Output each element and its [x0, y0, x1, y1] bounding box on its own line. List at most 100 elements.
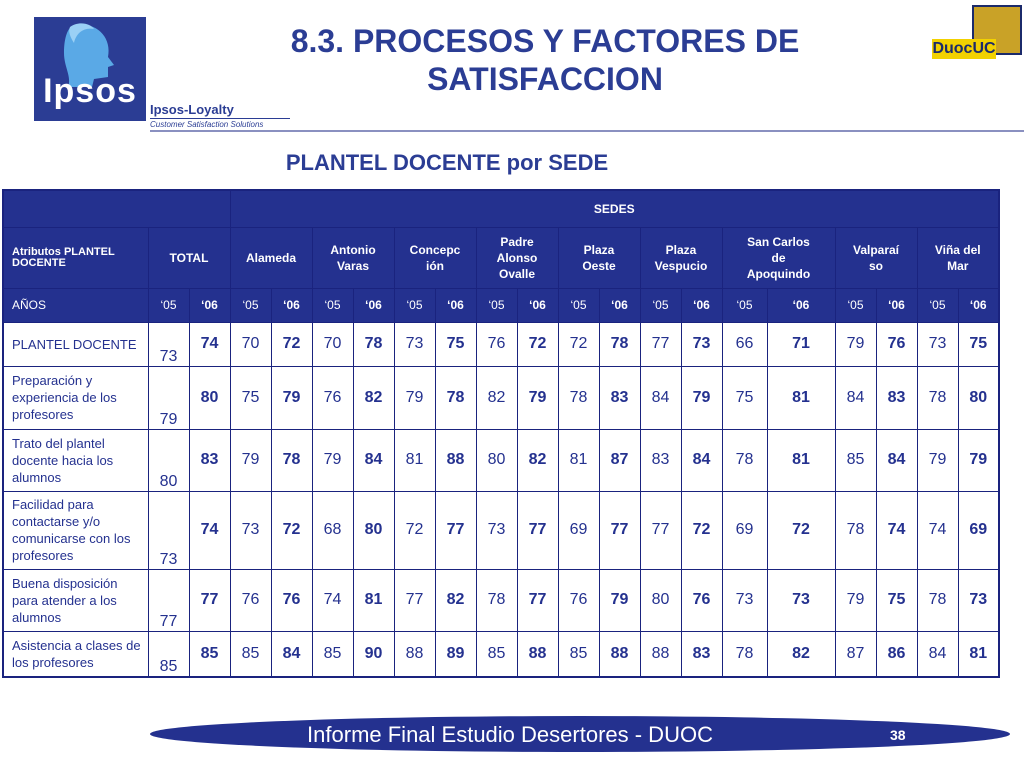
page-title: 8.3. PROCESOS Y FACTORES DE SATISFACCION [250, 22, 840, 98]
anos-header: AÑOS [2, 287, 149, 323]
value-cell-05: 66 [721, 321, 768, 367]
value-cell-05: 76 [229, 568, 272, 632]
row-label: PLANTEL DOCENTE [2, 321, 149, 367]
value-cell-05: 70 [229, 321, 272, 367]
value-cell-05: 73 [721, 568, 768, 632]
value-cell-06: 79 [598, 568, 641, 632]
value-cell-06: 87 [598, 428, 641, 492]
duoc-logo: DuocUC [932, 5, 1022, 60]
sede-header-line: so [868, 258, 883, 273]
sede-header-line: Varas [336, 258, 370, 273]
value-cell-05: 85 [557, 630, 600, 678]
value-cell-06: 69 [957, 490, 1000, 570]
table-row: Asistencia a clases de los profesores 85 8… [2, 630, 1000, 678]
value-cell-06: 77 [598, 490, 641, 570]
sede-header-line: Plaza [665, 242, 697, 257]
header-row-years: AÑOS ‘05 ‘06 ‘05 ‘06 ‘05 ‘06 ‘05 ‘06 ‘05 ‘06 ‘05 ‘0… [2, 287, 1000, 323]
sede-header: Alameda [229, 226, 313, 289]
value-cell-05: 77 [147, 568, 190, 632]
year-06-header: ‘06 [957, 287, 1000, 323]
value-cell-05: 77 [393, 568, 436, 632]
table-row: Buena disposición para atender a los alu… [2, 568, 1000, 632]
value-cell-06: 88 [516, 630, 559, 678]
footer-text: Informe Final Estudio Desertores - DUOC [307, 722, 713, 747]
value-cell-05: 73 [229, 490, 272, 570]
logo-divider [150, 118, 290, 119]
value-cell-05: 85 [311, 630, 354, 678]
year-06-header: ‘06 [188, 287, 231, 323]
value-cell-05: 78 [834, 490, 877, 570]
value-cell-05: 80 [639, 568, 682, 632]
value-cell-05: 81 [557, 428, 600, 492]
year-06-header: ‘06 [516, 287, 559, 323]
value-cell-05: 78 [557, 365, 600, 430]
sedes-header: SEDES [229, 189, 1000, 228]
value-cell-06: 78 [598, 321, 641, 367]
value-cell-06: 73 [680, 321, 723, 367]
value-cell-06: 79 [680, 365, 723, 430]
year-06-header: ‘06 [434, 287, 477, 323]
value-cell-06: 76 [875, 321, 918, 367]
value-cell-06: 75 [434, 321, 477, 367]
duoc-word: DuocUC [932, 39, 996, 59]
value-cell-06: 88 [598, 630, 641, 678]
value-cell-06: 77 [516, 490, 559, 570]
value-cell-06: 73 [766, 568, 836, 632]
sede-header-line: Alonso [496, 250, 538, 265]
year-06-header: ‘06 [352, 287, 395, 323]
value-cell-05: 75 [229, 365, 272, 430]
value-cell-05: 73 [147, 321, 190, 367]
row-label: Buena disposición para atender a los alu… [2, 568, 149, 632]
header-divider [150, 130, 1024, 132]
table-row: Trato del plantel docente hacia los alum… [2, 428, 1000, 492]
value-cell-06: 86 [875, 630, 918, 678]
value-cell-05: 76 [311, 365, 354, 430]
sede-header-line: Padre [500, 234, 534, 249]
value-cell-06: 72 [270, 321, 313, 367]
value-cell-06: 75 [957, 321, 1000, 367]
value-cell-05: 78 [916, 365, 959, 430]
sede-header: Plaza Vespucio [639, 226, 723, 289]
sede-header-line: Vespucio [654, 258, 708, 273]
header-row-names: Atributos PLANTEL DOCENTE TOTAL Alameda A… [2, 226, 1000, 289]
table-row: Preparación y experiencia de los profeso… [2, 365, 1000, 430]
page-number: 38 [890, 727, 906, 743]
value-cell-05: 79 [834, 568, 877, 632]
value-cell-06: 84 [352, 428, 395, 492]
value-cell-05: 69 [721, 490, 768, 570]
value-cell-06: 89 [434, 630, 477, 678]
table-row: Facilidad para contactarse y/o comunicar… [2, 490, 1000, 570]
row-label: Facilidad para contactarse y/o comunicar… [2, 490, 149, 570]
year-05-header: ‘05 [721, 287, 768, 323]
value-cell-05: 78 [475, 568, 518, 632]
profile-head-icon [64, 23, 114, 87]
sede-header: Viña del Mar [916, 226, 1000, 289]
value-cell-06: 82 [434, 568, 477, 632]
value-cell-05: 78 [721, 428, 768, 492]
value-cell-05: 80 [475, 428, 518, 492]
value-cell-06: 80 [352, 490, 395, 570]
value-cell-05: 74 [916, 490, 959, 570]
value-cell-05: 79 [229, 428, 272, 492]
value-cell-05: 73 [916, 321, 959, 367]
value-cell-06: 84 [875, 428, 918, 492]
sede-header-line: Viña del [934, 242, 981, 257]
value-cell-06: 80 [188, 365, 231, 430]
year-06-header: ‘06 [766, 287, 836, 323]
value-cell-06: 84 [680, 428, 723, 492]
value-cell-05: 79 [916, 428, 959, 492]
value-cell-05: 73 [475, 490, 518, 570]
value-cell-06: 78 [270, 428, 313, 492]
value-cell-06: 72 [680, 490, 723, 570]
value-cell-06: 78 [352, 321, 395, 367]
year-05-header: ‘05 [916, 287, 959, 323]
title-line-2: SATISFACCION [427, 61, 663, 97]
header-row-sedes: SEDES [2, 189, 1000, 228]
value-cell-06: 74 [875, 490, 918, 570]
value-cell-05: 76 [557, 568, 600, 632]
value-cell-06: 76 [680, 568, 723, 632]
value-cell-05: 69 [557, 490, 600, 570]
value-cell-05: 82 [475, 365, 518, 430]
value-cell-05: 73 [147, 490, 190, 570]
value-cell-06: 71 [766, 321, 836, 367]
